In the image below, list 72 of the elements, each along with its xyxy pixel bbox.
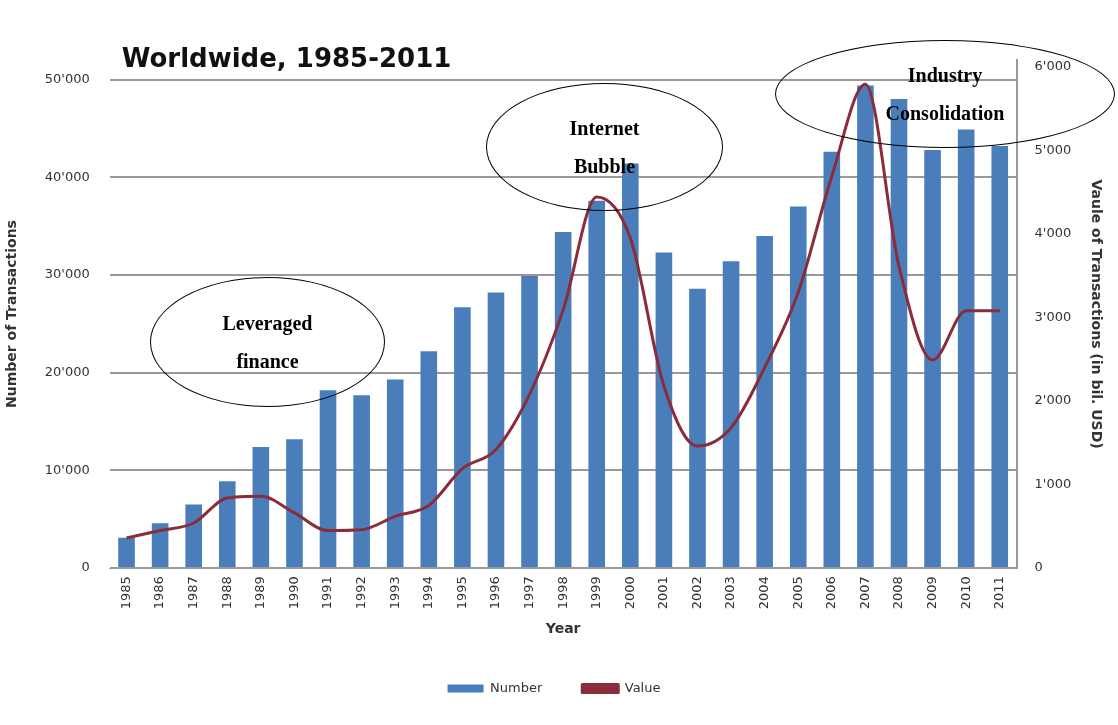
- bar: [722, 261, 740, 568]
- x-tick-label: 1985: [117, 576, 133, 610]
- x-tick-label: 2011: [991, 576, 1007, 610]
- legend-label: Value: [624, 679, 661, 695]
- bar: [823, 151, 841, 568]
- bar: [386, 379, 404, 568]
- bar: [252, 446, 270, 568]
- x-tick-label: 2009: [923, 576, 939, 610]
- y2-tick-label: 1'000: [1034, 475, 1072, 491]
- bar: [689, 288, 706, 568]
- y-tick-label: 10'000: [44, 461, 90, 477]
- bar: [319, 390, 337, 568]
- annotation: Internet Bubble: [569, 116, 640, 179]
- bar: [655, 252, 673, 568]
- y2-axis-title: Vaule of Transactions (in bil. USD): [1088, 179, 1105, 449]
- x-tick-label: 2005: [789, 576, 805, 610]
- x-tick-label: 2003: [722, 576, 738, 610]
- bar: [286, 439, 303, 568]
- bar: [185, 504, 203, 568]
- bar: [924, 149, 941, 568]
- x-tick-label: 2008: [890, 576, 906, 610]
- bar: [353, 395, 370, 568]
- bar: [454, 307, 471, 568]
- bar: [588, 200, 606, 568]
- y-tick-label: 50'000: [44, 70, 90, 86]
- bar: [991, 145, 1009, 568]
- x-tick-label: 1991: [319, 576, 335, 610]
- x-tick-label: 2010: [957, 576, 973, 610]
- y-tick-label: 30'000: [44, 266, 90, 282]
- y-tick-label: 20'000: [44, 364, 90, 380]
- x-tick-label: 1990: [285, 576, 301, 610]
- y-tick-label: 40'000: [44, 168, 90, 184]
- x-tick-label: 1994: [420, 576, 436, 610]
- x-tick-label: 2001: [655, 576, 671, 610]
- bar: [118, 537, 135, 568]
- x-tick-label: 1998: [554, 576, 570, 610]
- bar: [789, 206, 807, 568]
- x-tick-label: 2002: [688, 576, 704, 610]
- bar: [487, 292, 505, 568]
- bar: [420, 351, 438, 568]
- x-tick-label: 2004: [756, 576, 772, 610]
- bar: [957, 129, 975, 568]
- x-tick-label: 2007: [856, 576, 872, 610]
- x-tick-label: 1996: [487, 576, 503, 610]
- x-tick-label: 1993: [386, 576, 402, 610]
- legend-label: Number: [490, 679, 543, 695]
- y2-tick-label: 2'000: [1034, 392, 1072, 408]
- x-tick-label: 2000: [621, 576, 637, 610]
- x-tick-label: 1988: [218, 576, 234, 610]
- bar: [857, 85, 874, 568]
- x-tick-label: 1986: [151, 576, 167, 610]
- bar: [521, 275, 538, 568]
- y-tick-label: 0: [81, 559, 90, 575]
- y2-tick-label: 3'000: [1034, 308, 1072, 324]
- bar: [756, 235, 773, 568]
- y-axis-title: Number of Transactions: [3, 220, 20, 409]
- chart-title: Worldwide, 1985-2011: [121, 43, 452, 74]
- y2-tick-label: 4'000: [1034, 225, 1072, 241]
- x-tick-label: 1987: [185, 576, 201, 610]
- x-axis-title: Year: [544, 620, 581, 637]
- bar: [218, 481, 236, 568]
- x-tick-label: 1992: [353, 576, 368, 610]
- x-tick-label: 2006: [823, 576, 839, 610]
- x-tick-label: 1989: [252, 576, 268, 610]
- y2-tick-label: 5'000: [1034, 141, 1072, 157]
- x-tick-label: 1997: [520, 576, 536, 610]
- annotation: Leveraged finance: [222, 311, 313, 374]
- y2-tick-label: 0: [1034, 559, 1043, 575]
- x-tick-label: 1999: [588, 576, 604, 610]
- x-tick-label: 1995: [453, 576, 469, 610]
- bar: [554, 231, 572, 568]
- y2-tick-label: 6'000: [1034, 58, 1072, 74]
